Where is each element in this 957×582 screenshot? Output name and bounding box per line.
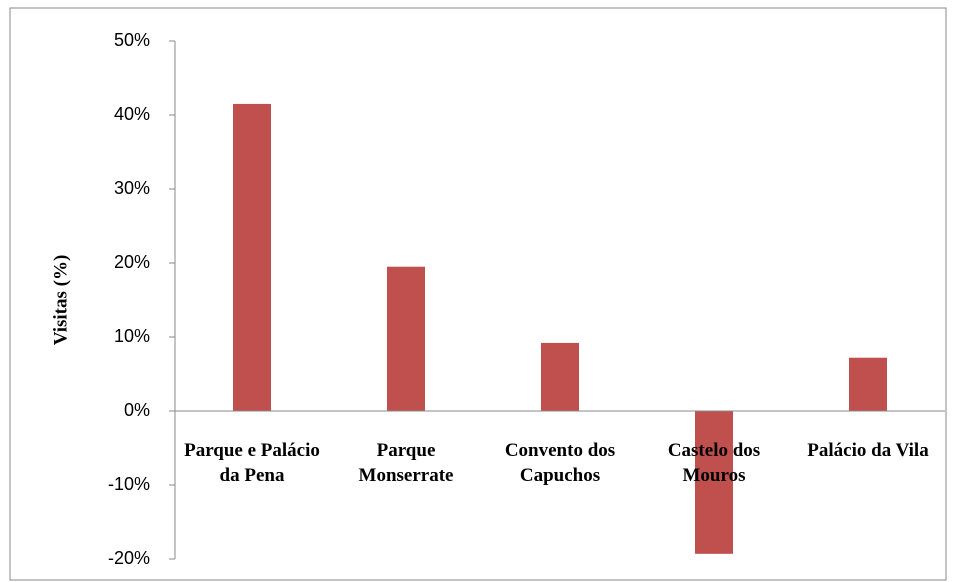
y-axis-title: Visitas (%) bbox=[50, 255, 71, 346]
y-tick-label: 0% bbox=[124, 400, 150, 420]
chart-border bbox=[9, 7, 947, 581]
bar bbox=[849, 357, 887, 411]
x-tick-label: Castelo dos Mouros bbox=[667, 440, 761, 486]
y-tick-label: 50% bbox=[114, 30, 150, 50]
bar bbox=[695, 411, 733, 554]
bar bbox=[387, 266, 425, 411]
y-tick-label: -20% bbox=[108, 548, 150, 568]
x-tick-label: Parque e Palácio da Pena bbox=[184, 440, 320, 486]
bar bbox=[233, 103, 271, 412]
y-tick-label: 10% bbox=[114, 326, 150, 346]
x-tick-label: Parque Monserrate bbox=[358, 440, 454, 486]
x-tick-label: Palácio da Vila bbox=[807, 440, 929, 461]
x-tick-label: Convento dos Capuchos bbox=[504, 440, 616, 486]
y-tick-label: 20% bbox=[114, 252, 150, 272]
bar bbox=[541, 342, 579, 411]
y-tick-label: -10% bbox=[108, 474, 150, 494]
y-tick-label: 30% bbox=[114, 178, 150, 198]
y-tick-label: 40% bbox=[114, 104, 150, 124]
